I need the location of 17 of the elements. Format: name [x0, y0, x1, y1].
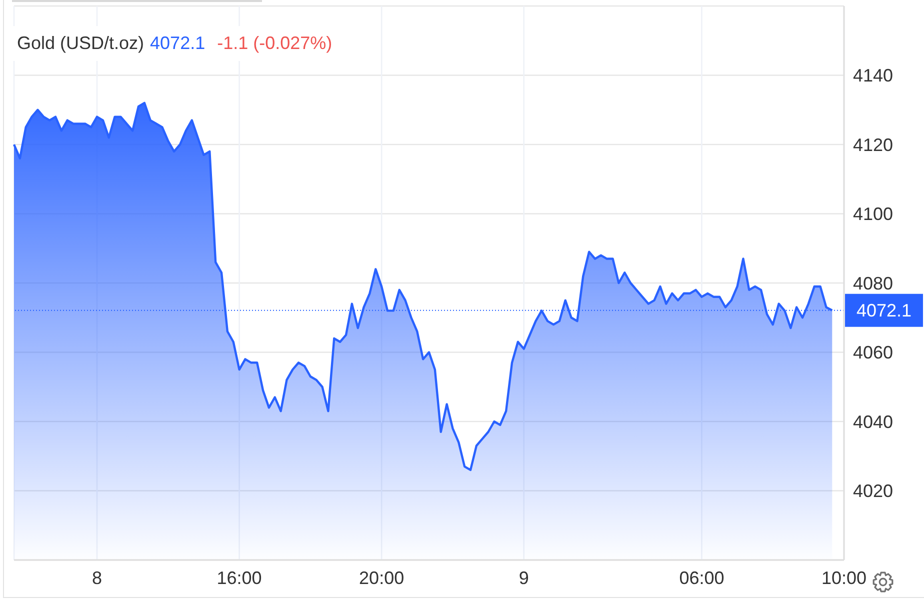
annotation: -1.1 (-0.027%): [217, 33, 332, 53]
y-tick-label: 4100: [853, 204, 894, 224]
y-tick-label: 4120: [853, 134, 894, 155]
y-tick-label: 4040: [853, 412, 894, 432]
annotation: 4072.1: [150, 33, 206, 53]
x-tick-label: 20:00: [359, 568, 404, 588]
x-tick-label: 8: [92, 568, 102, 588]
x-tick-label: 9: [518, 568, 529, 588]
x-tick-label: 06:00: [679, 568, 724, 588]
ref-line-label: 4072.1: [856, 300, 912, 320]
x-tick-label: 16:00: [216, 568, 262, 588]
y-tick-label: 4080: [853, 273, 894, 294]
y-tick-label: 4060: [853, 342, 894, 363]
text: Gold (USD/t.oz): [17, 33, 144, 53]
x-tick-label: 10:00: [821, 568, 867, 588]
y-tick-label: 4020: [853, 481, 894, 502]
y-tick-label: 4140: [853, 66, 894, 86]
